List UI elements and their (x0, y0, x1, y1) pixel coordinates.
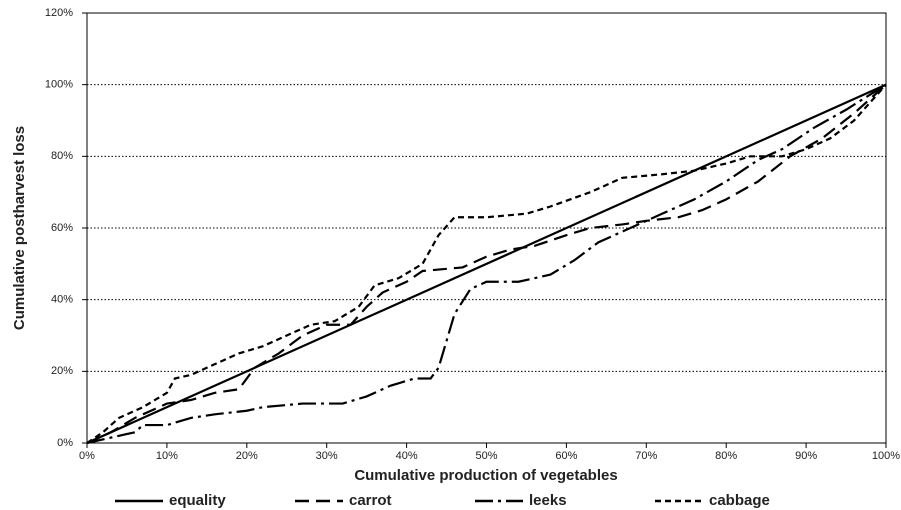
x-tick-label: 90% (795, 450, 817, 462)
series-line (86, 83, 887, 445)
x-axis-title: Cumulative production of vegetables (354, 467, 617, 484)
x-tick-label: 0% (79, 450, 95, 462)
y-tick-label: 100% (45, 79, 73, 91)
y-tick-label: 120% (45, 7, 73, 19)
legend-label: cabbage (709, 492, 770, 509)
legend-label: carrot (349, 492, 392, 509)
y-tick-label: 40% (51, 294, 73, 306)
plot-frame (86, 12, 887, 444)
x-tick-label: 100% (872, 450, 900, 462)
y-axis-title: Cumulative postharvest loss (11, 126, 28, 330)
legend-label: equality (169, 492, 226, 509)
legend-label: leeks (529, 492, 567, 509)
y-tick-label: 80% (51, 150, 73, 162)
series-line (86, 83, 887, 445)
y-tick-label: 0% (57, 437, 73, 449)
series-line (86, 83, 887, 444)
series-line (86, 83, 887, 445)
y-tick-label: 20% (51, 365, 73, 377)
x-tick-label: 40% (396, 450, 418, 462)
x-tick-label: 50% (475, 450, 497, 462)
y-tick-label: 60% (51, 222, 73, 234)
x-tick-label: 60% (555, 450, 577, 462)
x-tick-label: 10% (156, 450, 178, 462)
x-tick-label: 30% (316, 450, 338, 462)
x-tick-label: 20% (236, 450, 258, 462)
x-tick-label: 80% (715, 450, 737, 462)
x-tick-label: 70% (635, 450, 657, 462)
